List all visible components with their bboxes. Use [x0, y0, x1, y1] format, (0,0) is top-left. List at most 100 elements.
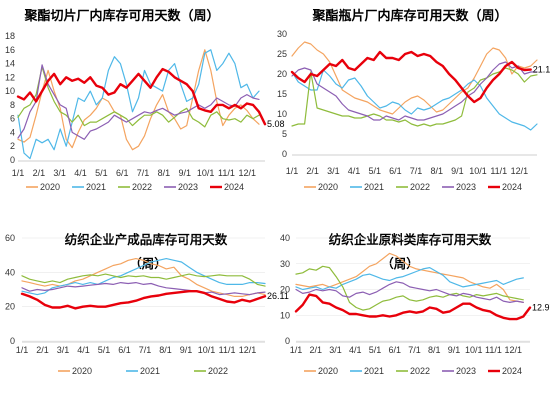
y-tick-label: 0	[10, 336, 15, 346]
legend-label-2020: 2020	[40, 182, 60, 192]
legend-label-2021: 2021	[86, 182, 106, 192]
x-tick-label: 8/1	[159, 345, 172, 355]
x-tick-label: 12/1	[239, 345, 257, 355]
x-tick-label: 1/1	[16, 345, 29, 355]
series-line-2021	[17, 49, 260, 160]
x-tick-label: 4/1	[74, 168, 87, 178]
y-tick-label: 4	[10, 127, 15, 137]
y-tick-label: 5	[282, 129, 287, 139]
series-line-2022	[21, 273, 266, 287]
series-line-2021	[291, 69, 538, 131]
series-line-2020	[291, 41, 538, 115]
x-tick-label: 3/1	[57, 345, 70, 355]
x-tick-label: 2/1	[306, 166, 319, 176]
end-value-label: 12.97	[532, 303, 550, 313]
y-tick-label: 40	[280, 233, 290, 243]
series-line-2020	[295, 252, 524, 303]
x-tick-label: 7/1	[410, 166, 423, 176]
series-line-2020	[17, 49, 260, 151]
y-tick-label: 16	[5, 45, 15, 55]
legend-label-2021: 2021	[364, 366, 384, 376]
legend-label-2020: 2020	[318, 366, 338, 376]
x-tick-label: 1/1	[290, 345, 303, 355]
y-tick-label: 12	[5, 72, 15, 82]
y-tick-label: 0	[282, 149, 287, 159]
x-tick-label: 4/1	[348, 166, 361, 176]
legend-label-2020: 2020	[72, 366, 92, 376]
y-tick-label: 0	[285, 336, 290, 346]
chart-title: 聚酯瓶片厂内库存可用天数（周）	[311, 8, 507, 24]
legend-label-2023: 2023	[456, 182, 476, 192]
x-tick-label: 3/1	[327, 166, 340, 176]
series-line-2023	[17, 64, 260, 140]
x-tick-label: 9/1	[180, 345, 193, 355]
legend-label-2021: 2021	[140, 366, 160, 376]
y-tick-label: 2	[10, 141, 15, 151]
x-tick-label: 10/1	[198, 345, 216, 355]
x-tick-label: 2/1	[309, 345, 322, 355]
legend-label-2024: 2024	[502, 366, 522, 376]
x-tick-label: 8/1	[428, 345, 441, 355]
legend-label-2020: 2020	[318, 182, 338, 192]
legend-label-2024: 2024	[224, 182, 244, 192]
legend-label-2022: 2022	[208, 366, 228, 376]
series-line-2021	[21, 258, 266, 296]
legend-label-2023: 2023	[456, 366, 476, 376]
x-tick-label: 3/1	[329, 345, 342, 355]
y-tick-label: 25	[277, 49, 287, 59]
x-tick-label: 11/1	[219, 345, 236, 355]
x-tick-label: 10/1	[197, 168, 215, 178]
x-tick-label: 6/1	[389, 166, 402, 176]
x-tick-label: 1/1	[286, 166, 299, 176]
legend-label-2022: 2022	[132, 182, 152, 192]
y-tick-label: 10	[5, 86, 15, 96]
y-tick-label: 20	[280, 285, 290, 295]
legend-label-2021: 2021	[364, 182, 384, 192]
x-tick-label: 12/1	[511, 166, 529, 176]
x-tick-label: 10/1	[469, 166, 487, 176]
end-value-label: 26.11	[267, 291, 289, 301]
series-line-2023	[21, 282, 266, 296]
series-line-2023	[295, 281, 524, 303]
x-tick-label: 6/1	[116, 168, 129, 178]
x-tick-label: 11/1	[485, 345, 502, 355]
y-tick-label: 14	[5, 59, 15, 69]
y-tick-label: 15	[277, 89, 287, 99]
x-tick-label: 1/1	[12, 168, 25, 178]
chart-c1: 聚酯切片厂内库存可用天数（周） 0 2 4 6 8 10 12 14 16 18 1/1 2/1 3/1 4…	[5, 8, 285, 192]
x-tick-label: 7/1	[139, 345, 152, 355]
x-tick-label: 8/1	[158, 168, 171, 178]
series-line-2024	[290, 50, 532, 104]
x-tick-label: 2/1	[33, 168, 46, 178]
end-value-label: 5.08	[267, 119, 285, 129]
y-tick-label: 0	[10, 155, 15, 165]
series-line-2022	[17, 66, 260, 128]
chart-c2: 聚酯瓶片厂内库存可用天数（周） 0 5 10 15 20 25 30 1/1 2/1 3/1 4/1 5…	[277, 8, 550, 192]
y-tick-label: 18	[5, 31, 15, 41]
series-line-2022	[295, 265, 524, 311]
x-tick-label: 10/1	[465, 345, 483, 355]
y-tick-label: 20	[277, 69, 287, 79]
legend-label-2022: 2022	[410, 366, 430, 376]
chart-title: 纺织企业产成品库存可用天数	[65, 232, 228, 247]
series-line-2023	[291, 61, 538, 121]
y-tick-label: 10	[280, 310, 290, 320]
legend-label-2023: 2023	[178, 182, 198, 192]
y-tick-label: 30	[280, 259, 290, 269]
series-line-2021	[295, 267, 524, 291]
x-tick-label: 9/1	[451, 166, 464, 176]
legend-label-2024: 2024	[502, 182, 522, 192]
y-tick-label: 6	[10, 114, 15, 124]
end-value-label: 21.1	[533, 65, 550, 75]
x-tick-label: 11/1	[218, 168, 235, 178]
series-line-2024	[16, 67, 267, 126]
x-tick-label: 5/1	[368, 166, 381, 176]
series-line-2024	[20, 290, 267, 310]
x-tick-label: 5/1	[95, 168, 108, 178]
chart-title: 聚酯切片厂内库存可用天数（周）	[23, 8, 219, 24]
y-tick-label: 20	[5, 302, 15, 312]
series-line-2022	[291, 67, 538, 127]
y-tick-label: 8	[10, 100, 15, 110]
series-line-2024	[294, 293, 532, 321]
